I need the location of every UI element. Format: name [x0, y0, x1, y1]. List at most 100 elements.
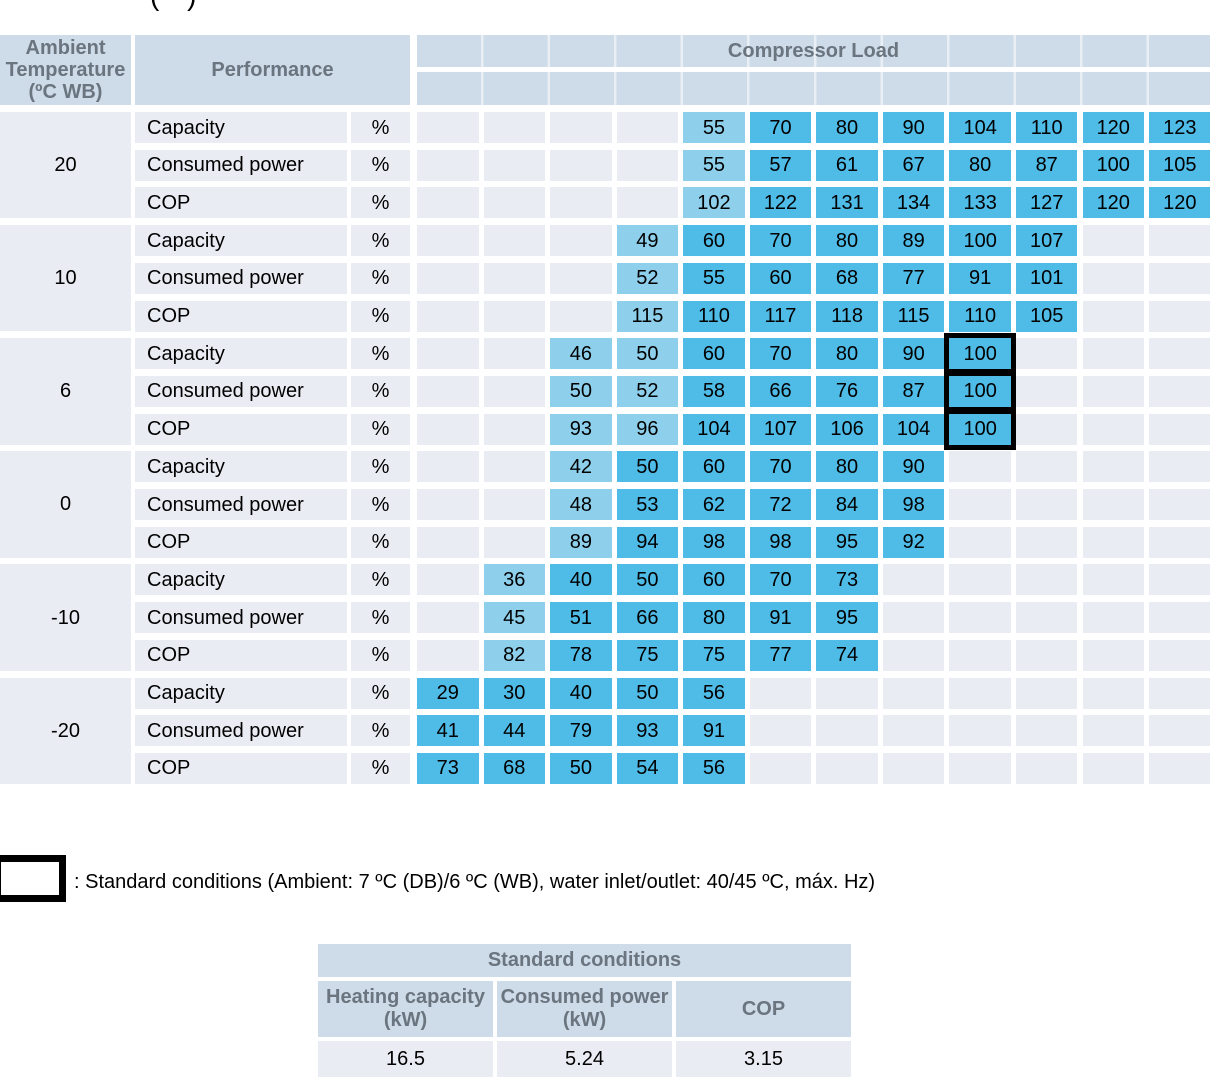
- empty-load-cell: [1082, 526, 1144, 558]
- load-value-cell: 77: [749, 639, 812, 671]
- load-value-cell: 50: [616, 338, 679, 370]
- load-value-cell: 118: [816, 300, 878, 332]
- load-value-cell: 91: [683, 715, 745, 747]
- load-value-cell: 44: [483, 715, 546, 747]
- load-value-cell: 70: [749, 564, 812, 596]
- empty-load-cell: [417, 112, 479, 143]
- load-value-cell: 67: [882, 149, 945, 181]
- empty-load-cell: [1015, 413, 1078, 445]
- empty-load-cell: [417, 300, 479, 332]
- empty-load-cell: [749, 752, 812, 784]
- performance-label: COP: [135, 187, 347, 219]
- load-value-cell: 80: [816, 112, 878, 143]
- load-value-cell: 102: [683, 187, 745, 219]
- load-value-cell: 53: [616, 489, 679, 520]
- load-value-cell: 120: [1082, 187, 1144, 219]
- load-value-cell: 48: [550, 489, 612, 520]
- empty-load-cell: [949, 602, 1011, 634]
- unit-label: %: [351, 451, 410, 483]
- empty-load-cell: [949, 639, 1011, 671]
- empty-load-cell: [816, 715, 878, 747]
- empty-load-cell: [417, 564, 479, 596]
- empty-load-cell: [483, 300, 546, 332]
- empty-load-cell: [882, 677, 945, 709]
- unit-label: %: [351, 338, 410, 370]
- load-value-cell: 80: [949, 149, 1011, 181]
- load-value-cell: 110: [1015, 112, 1078, 143]
- empty-load-cell: [616, 187, 679, 219]
- standard-conditions-legend-box: [0, 855, 66, 902]
- load-value-cell: 123: [1149, 112, 1210, 143]
- load-value-cell: 73: [417, 752, 479, 784]
- compressor-load-subheader-row: [417, 72, 1210, 105]
- load-value-cell: 60: [683, 564, 745, 596]
- performance-label: COP: [135, 300, 347, 332]
- empty-load-cell: [1015, 715, 1078, 747]
- standard-conditions-legend-text: : Standard conditions (Ambient: 7 ºC (DB…: [74, 870, 876, 893]
- load-value-cell: 106: [816, 413, 878, 445]
- ambient-temperature-value: 20: [0, 112, 131, 219]
- performance-header: Performance: [135, 35, 410, 105]
- load-value-cell: 134: [882, 187, 945, 219]
- load-value-cell: 104: [683, 413, 745, 445]
- performance-label: Capacity: [135, 338, 347, 370]
- load-value-cell: 98: [882, 489, 945, 520]
- empty-load-cell: [1149, 564, 1210, 596]
- empty-load-cell: [483, 489, 546, 520]
- load-value-cell: 90: [882, 451, 945, 483]
- load-value-cell: 75: [616, 639, 679, 671]
- empty-load-cell: [417, 187, 479, 219]
- load-value-cell: 62: [683, 489, 745, 520]
- load-value-cell: 58: [683, 375, 745, 407]
- load-value-cell: 115: [882, 300, 945, 332]
- empty-load-cell: [417, 262, 479, 294]
- empty-load-cell: [1082, 564, 1144, 596]
- load-value-cell: 90: [882, 112, 945, 143]
- empty-load-cell: [483, 112, 546, 143]
- load-value-cell: 50: [616, 451, 679, 483]
- empty-load-cell: [417, 375, 479, 407]
- load-value-cell: 60: [749, 262, 812, 294]
- performance-label: Consumed power: [135, 489, 347, 520]
- load-value-cell: 52: [616, 262, 679, 294]
- ambient-temperature-value: 10: [0, 225, 131, 332]
- load-value-cell: 79: [550, 715, 612, 747]
- performance-label: Capacity: [135, 564, 347, 596]
- load-value-cell: 82: [483, 639, 546, 671]
- load-value-cell: 41: [417, 715, 479, 747]
- performance-label: Consumed power: [135, 602, 347, 634]
- empty-load-cell: [1015, 677, 1078, 709]
- load-value-cell: 50: [616, 564, 679, 596]
- unit-label: %: [351, 489, 410, 520]
- ambient-temperature-value: 6: [0, 338, 131, 445]
- load-value-cell: 50: [550, 752, 612, 784]
- performance-label: COP: [135, 752, 347, 784]
- empty-load-cell: [816, 752, 878, 784]
- load-value-cell: 80: [816, 225, 878, 257]
- heating-capacity-header: Heating capacity (kW): [318, 981, 493, 1037]
- unit-label: %: [351, 752, 410, 784]
- load-value-cell: 56: [683, 752, 745, 784]
- load-value-cell: 52: [616, 375, 679, 407]
- load-value-cell: 107: [749, 413, 812, 445]
- performance-label: Consumed power: [135, 375, 347, 407]
- empty-load-cell: [1149, 451, 1210, 483]
- load-value-cell: 42: [550, 451, 612, 483]
- ambient-header-line1: Ambient: [25, 37, 106, 59]
- load-value-cell: 60: [683, 451, 745, 483]
- empty-load-cell: [949, 564, 1011, 596]
- empty-load-cell: [483, 526, 546, 558]
- empty-load-cell: [1015, 752, 1078, 784]
- load-value-cell: 80: [816, 451, 878, 483]
- heating-capacity-value: 16.5: [318, 1041, 493, 1077]
- empty-load-cell: [550, 262, 612, 294]
- load-value-cell: 98: [683, 526, 745, 558]
- empty-load-cell: [1082, 375, 1144, 407]
- load-value-cell: 45: [483, 602, 546, 634]
- load-value-cell: 49: [616, 225, 679, 257]
- load-value-cell: 93: [550, 413, 612, 445]
- empty-load-cell: [1082, 715, 1144, 747]
- ambient-temperature-value: -20: [0, 677, 131, 784]
- load-value-cell: 56: [683, 677, 745, 709]
- empty-load-cell: [483, 225, 546, 257]
